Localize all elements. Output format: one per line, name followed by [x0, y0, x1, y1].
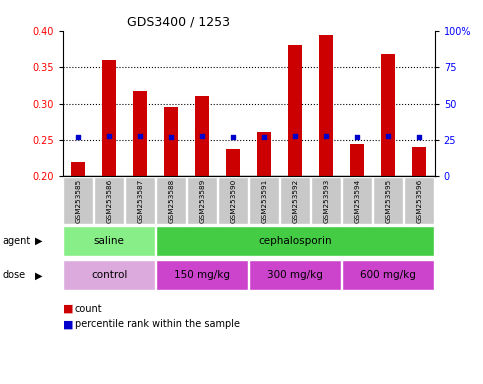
Bar	[226, 149, 240, 176]
Text: cephalosporin: cephalosporin	[258, 236, 332, 246]
Text: GSM253588: GSM253588	[168, 179, 174, 223]
FancyBboxPatch shape	[94, 177, 124, 224]
Bar	[288, 45, 302, 176]
Bar	[71, 162, 85, 176]
Text: GSM253586: GSM253586	[106, 179, 112, 223]
FancyBboxPatch shape	[280, 177, 310, 224]
Text: agent: agent	[2, 236, 30, 246]
Bar	[102, 60, 116, 176]
Text: saline: saline	[94, 236, 125, 246]
FancyBboxPatch shape	[63, 177, 93, 224]
Bar	[412, 147, 426, 176]
FancyBboxPatch shape	[218, 177, 248, 224]
Point	[229, 134, 237, 140]
FancyBboxPatch shape	[156, 260, 248, 290]
Text: ▶: ▶	[35, 270, 43, 280]
Text: dose: dose	[2, 270, 26, 280]
Text: GSM253595: GSM253595	[385, 179, 391, 223]
Text: ▶: ▶	[35, 236, 43, 246]
Text: GSM253591: GSM253591	[261, 179, 267, 223]
FancyBboxPatch shape	[342, 260, 434, 290]
Text: ■: ■	[63, 319, 73, 329]
FancyBboxPatch shape	[312, 177, 341, 224]
Text: GSM253596: GSM253596	[416, 179, 422, 223]
Point	[105, 132, 113, 139]
Point	[415, 134, 423, 140]
Text: GSM253593: GSM253593	[323, 179, 329, 223]
Point	[354, 134, 361, 140]
FancyBboxPatch shape	[373, 177, 403, 224]
Point	[291, 132, 299, 139]
FancyBboxPatch shape	[63, 226, 155, 256]
Point	[260, 134, 268, 140]
Point	[168, 134, 175, 140]
Text: GSM253590: GSM253590	[230, 179, 236, 223]
Point	[384, 132, 392, 139]
Bar	[381, 54, 395, 176]
Text: percentile rank within the sample: percentile rank within the sample	[75, 319, 240, 329]
Text: GSM253585: GSM253585	[75, 179, 81, 223]
FancyBboxPatch shape	[187, 177, 217, 224]
Bar	[257, 132, 271, 176]
Point	[322, 132, 330, 139]
Text: 300 mg/kg: 300 mg/kg	[267, 270, 323, 280]
Bar	[350, 144, 364, 176]
FancyBboxPatch shape	[156, 177, 186, 224]
FancyBboxPatch shape	[249, 260, 341, 290]
Point	[74, 134, 82, 140]
FancyBboxPatch shape	[404, 177, 434, 224]
Text: GSM253592: GSM253592	[292, 179, 298, 223]
Text: control: control	[91, 270, 128, 280]
Bar	[133, 91, 147, 176]
Text: ■: ■	[63, 304, 73, 314]
Text: GDS3400 / 1253: GDS3400 / 1253	[127, 15, 230, 28]
Bar	[195, 96, 209, 176]
Text: 600 mg/kg: 600 mg/kg	[360, 270, 416, 280]
Text: count: count	[75, 304, 102, 314]
Point	[136, 132, 144, 139]
Point	[199, 132, 206, 139]
FancyBboxPatch shape	[156, 226, 434, 256]
Text: GSM253587: GSM253587	[137, 179, 143, 223]
FancyBboxPatch shape	[249, 177, 279, 224]
FancyBboxPatch shape	[63, 260, 155, 290]
FancyBboxPatch shape	[342, 177, 372, 224]
Text: 150 mg/kg: 150 mg/kg	[174, 270, 230, 280]
FancyBboxPatch shape	[126, 177, 155, 224]
Bar	[319, 35, 333, 176]
Text: GSM253589: GSM253589	[199, 179, 205, 223]
Text: GSM253594: GSM253594	[354, 179, 360, 223]
Bar	[164, 107, 178, 176]
